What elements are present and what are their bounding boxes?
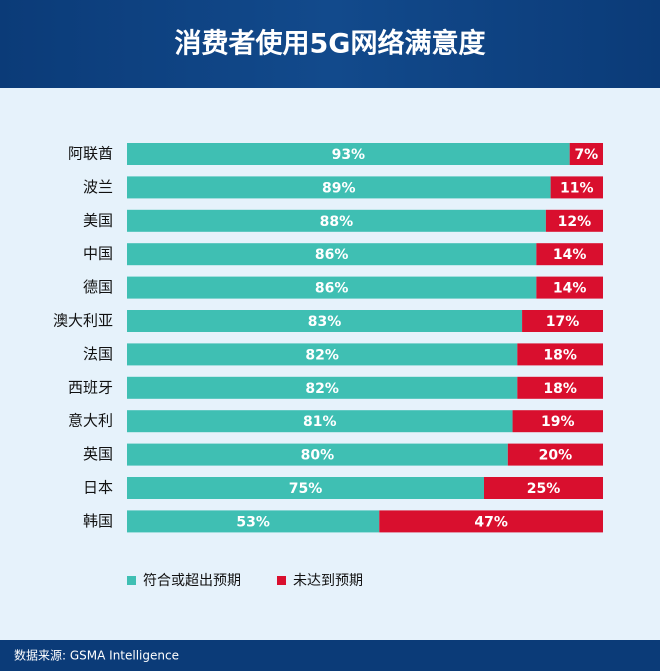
value-label: 18% — [543, 347, 577, 363]
value-label: 75% — [289, 481, 323, 497]
bar-segment — [127, 443, 508, 466]
value-label: 82% — [305, 347, 339, 363]
bar-segment — [569, 143, 603, 165]
bar-segment — [550, 176, 603, 199]
bar-segment — [127, 310, 523, 332]
value-label: 17% — [546, 314, 580, 330]
category-label: 波兰 — [83, 178, 113, 196]
value-label: 93% — [332, 147, 366, 163]
category-label: 澳大利亚 — [53, 312, 113, 330]
value-label: 53% — [236, 514, 270, 530]
header — [0, 0, 660, 88]
value-label: 89% — [322, 180, 356, 196]
bar-segment — [127, 376, 518, 399]
value-label: 82% — [305, 381, 339, 397]
bar-segment — [484, 477, 603, 499]
bar-segment — [127, 243, 537, 266]
category-label: 美国 — [83, 211, 113, 229]
bar-segment — [545, 209, 603, 232]
value-label: 19% — [541, 414, 575, 430]
value-label: 80% — [301, 448, 335, 464]
bar-segment — [517, 376, 603, 399]
value-label: 18% — [543, 381, 577, 397]
bar-segment — [512, 410, 603, 433]
value-label: 12% — [558, 214, 592, 230]
legend-swatch — [127, 576, 136, 585]
legend-label: 未达到预期 — [293, 573, 363, 589]
value-label: 14% — [553, 281, 587, 297]
value-label: 47% — [474, 514, 508, 530]
chart-title: 消费者使用5G网络满意度 — [175, 28, 486, 60]
value-label: 11% — [560, 180, 594, 196]
category-label: 意大利 — [68, 412, 113, 430]
value-label: 20% — [539, 448, 573, 464]
bar-segment — [127, 410, 513, 433]
value-label: 25% — [527, 481, 561, 497]
category-label: 阿联酋 — [68, 145, 113, 163]
bar-segment — [522, 310, 603, 332]
value-label: 7% — [574, 147, 598, 163]
bar-segment — [127, 176, 551, 199]
source: 数据来源: GSMA Intelligence — [14, 648, 179, 663]
category-label: 日本 — [83, 479, 113, 497]
category-label: 西班牙 — [68, 378, 113, 396]
value-label: 86% — [315, 247, 349, 263]
bar-segment — [517, 343, 603, 366]
value-label: 14% — [553, 247, 587, 263]
bar-segment — [536, 276, 603, 299]
bar-segment — [536, 243, 603, 266]
category-label: 韩国 — [83, 512, 113, 530]
bar-segment — [379, 510, 603, 533]
legend-swatch — [277, 576, 286, 585]
footer — [0, 640, 660, 671]
bar-segment — [127, 143, 570, 165]
bar-segment — [127, 477, 484, 499]
category-label: 法国 — [83, 345, 113, 363]
category-label: 德国 — [83, 278, 113, 296]
value-label: 88% — [320, 214, 354, 230]
bar-segment — [127, 209, 546, 232]
category-label: 英国 — [83, 445, 113, 463]
value-label: 86% — [315, 281, 349, 297]
bar-segment — [127, 276, 537, 299]
legend-label: 符合或超出预期 — [143, 573, 241, 589]
value-label: 83% — [308, 314, 342, 330]
bar-segment — [127, 510, 380, 533]
category-label: 中国 — [83, 245, 113, 263]
bar-segment — [127, 343, 518, 366]
value-label: 81% — [303, 414, 337, 430]
bar-segment — [507, 443, 603, 466]
